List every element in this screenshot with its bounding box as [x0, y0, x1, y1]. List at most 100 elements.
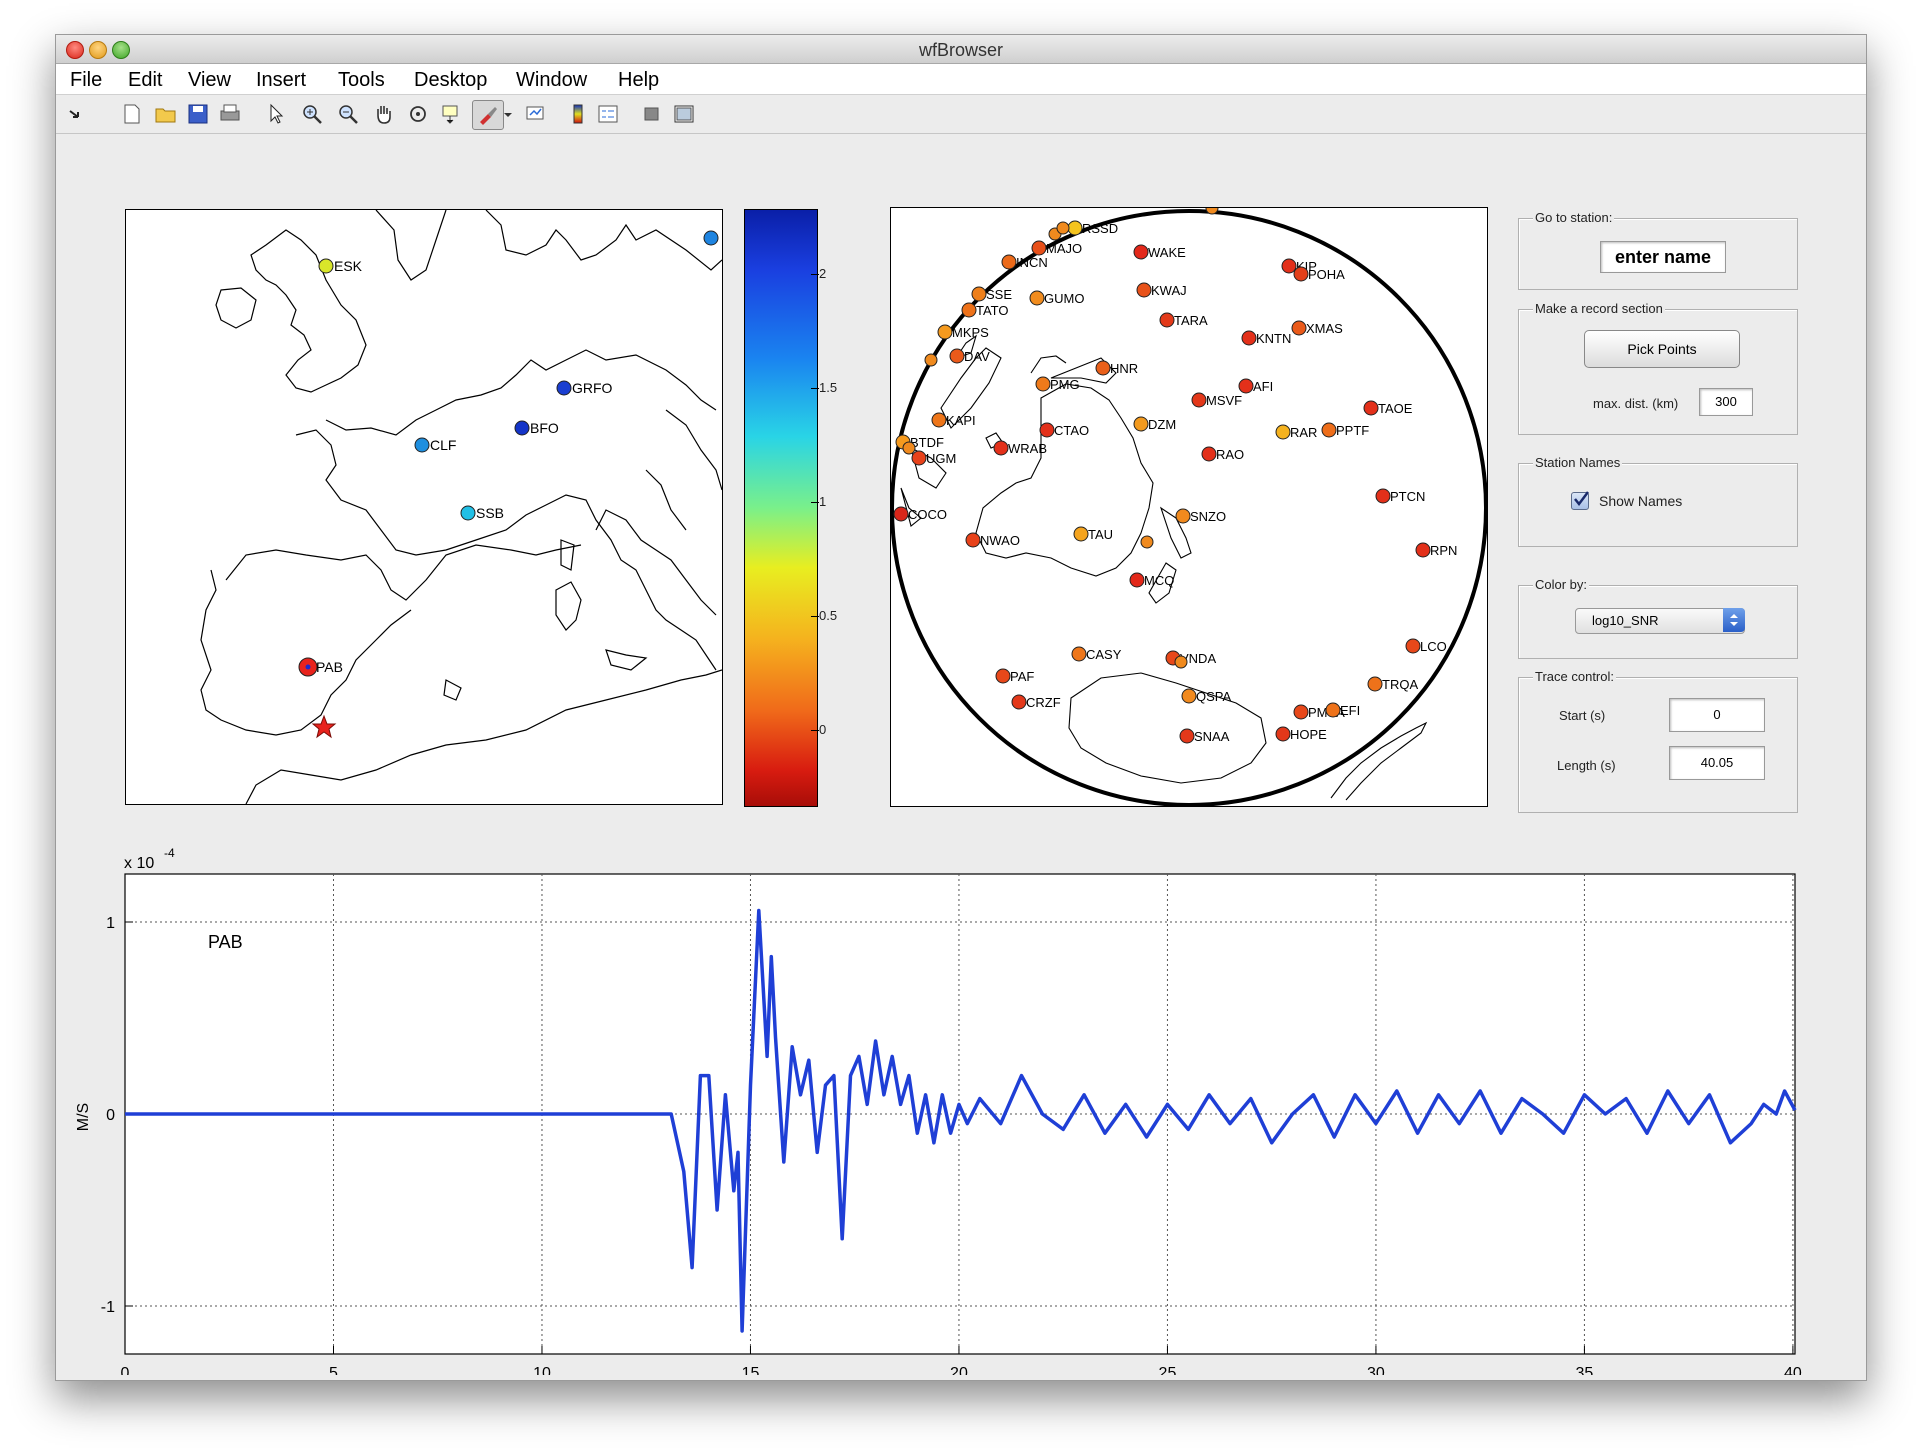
station-marker[interactable]	[931, 412, 947, 428]
station-marker[interactable]	[1056, 221, 1070, 235]
station-marker[interactable]	[1140, 535, 1154, 549]
station-label: KWAJ	[1151, 283, 1187, 298]
station-marker[interactable]	[1174, 655, 1188, 669]
station-marker[interactable]	[318, 258, 334, 274]
station-marker[interactable]	[1071, 646, 1087, 662]
station-marker[interactable]	[924, 353, 938, 367]
station-marker[interactable]	[1321, 422, 1337, 438]
station-marker[interactable]	[1191, 392, 1207, 408]
link-plot-icon[interactable]	[524, 103, 548, 125]
station-marker[interactable]	[1129, 572, 1145, 588]
colorbar-icon[interactable]	[566, 103, 590, 125]
station-marker[interactable]	[414, 437, 430, 453]
station-marker[interactable]	[971, 286, 987, 302]
station-marker[interactable]	[1293, 704, 1309, 720]
station-marker[interactable]	[1095, 360, 1111, 376]
close-window-button[interactable]	[66, 41, 84, 59]
station-marker[interactable]	[1367, 676, 1383, 692]
station-marker[interactable]	[1291, 320, 1307, 336]
menu-view[interactable]: View	[188, 69, 231, 91]
station-marker[interactable]	[1415, 542, 1431, 558]
station-marker[interactable]	[902, 441, 916, 455]
print-icon[interactable]	[218, 103, 242, 125]
station-marker[interactable]	[995, 668, 1011, 684]
station-marker[interactable]	[1133, 416, 1149, 432]
station-marker[interactable]	[1073, 526, 1089, 542]
brush-toggle[interactable]	[472, 100, 504, 130]
station-marker[interactable]	[1275, 726, 1291, 742]
station-name-input[interactable]: enter name	[1600, 241, 1726, 273]
station-marker[interactable]	[937, 324, 953, 340]
station-marker[interactable]	[460, 505, 476, 521]
colorbar-axes[interactable]: 2 1.5 1 0.5 0	[744, 209, 837, 807]
station-marker[interactable]	[911, 450, 927, 466]
menu-file[interactable]: File	[70, 69, 103, 91]
hide-plot-tools-icon[interactable]	[640, 103, 664, 125]
zoom-out-icon[interactable]	[336, 103, 360, 125]
station-marker[interactable]	[514, 420, 530, 436]
legend-icon[interactable]	[596, 103, 620, 125]
station-marker[interactable]	[1325, 702, 1341, 718]
rotate-icon[interactable]	[406, 103, 430, 125]
pointer-icon[interactable]	[264, 103, 288, 125]
globe-map-axes[interactable]: WAKE MAJO INCN SSE TATO GUMO KWAJ TARA KIP POHA KN…	[890, 201, 1488, 807]
show-plot-tools-icon[interactable]	[672, 103, 696, 125]
zoom-window-button[interactable]	[112, 41, 130, 59]
minimize-window-button[interactable]	[89, 41, 107, 59]
start-input[interactable]: 0	[1669, 698, 1765, 732]
station-marker[interactable]	[1375, 488, 1391, 504]
station-marker[interactable]	[1275, 424, 1291, 440]
data-cursor-icon[interactable]	[440, 103, 464, 125]
arrow-icon[interactable]	[64, 103, 88, 125]
length-input[interactable]: 40.05	[1669, 746, 1765, 780]
menu-help[interactable]: Help	[618, 69, 660, 91]
station-marker[interactable]	[1179, 728, 1195, 744]
station-marker[interactable]	[961, 302, 977, 318]
save-icon[interactable]	[186, 103, 210, 125]
station-marker[interactable]	[993, 440, 1009, 456]
station-marker[interactable]	[1238, 378, 1254, 394]
station-label: KAPI	[946, 413, 976, 428]
station-marker[interactable]	[1035, 376, 1051, 392]
station-marker[interactable]	[1281, 258, 1297, 274]
station-marker[interactable]	[1201, 446, 1217, 462]
zoom-in-icon[interactable]	[300, 103, 324, 125]
station-marker[interactable]	[1011, 694, 1027, 710]
show-names-label[interactable]: Show Names	[1599, 493, 1683, 509]
menu-desktop[interactable]: Desktop	[414, 69, 488, 91]
station-marker[interactable]	[1175, 508, 1191, 524]
station-marker[interactable]	[1031, 240, 1047, 256]
station-marker[interactable]	[1133, 244, 1149, 260]
show-names-checkbox[interactable]	[1571, 491, 1589, 510]
europe-coastlines	[200, 209, 723, 805]
open-folder-icon[interactable]	[154, 103, 178, 125]
pan-hand-icon[interactable]	[372, 103, 396, 125]
station-marker[interactable]	[893, 506, 909, 522]
chevron-down-icon[interactable]	[502, 103, 514, 125]
station-marker[interactable]	[1039, 422, 1055, 438]
station-marker[interactable]	[1363, 400, 1379, 416]
station-marker[interactable]	[1159, 312, 1175, 328]
menu-tools[interactable]: Tools	[338, 69, 385, 91]
color-by-dropdown[interactable]: log10_SNR	[1575, 608, 1745, 634]
station-marker[interactable]	[1405, 638, 1421, 654]
station-marker[interactable]	[1241, 330, 1257, 346]
station-marker[interactable]	[1029, 290, 1045, 306]
station-marker[interactable]	[1067, 220, 1083, 236]
pick-points-button[interactable]: Pick Points	[1584, 330, 1740, 368]
new-file-icon[interactable]	[120, 103, 144, 125]
europe-map-axes[interactable]: ESK GRFO BFO CLF SSB PAB	[125, 209, 723, 805]
max-distance-input[interactable]: 300	[1699, 388, 1753, 416]
menu-window[interactable]: Window	[516, 69, 588, 91]
station-marker[interactable]	[1136, 282, 1152, 298]
menu-insert[interactable]: Insert	[256, 69, 307, 91]
station-marker[interactable]	[1293, 266, 1309, 282]
station-marker[interactable]	[965, 532, 981, 548]
station-marker[interactable]	[949, 348, 965, 364]
menu-edit[interactable]: Edit	[128, 69, 163, 91]
station-marker[interactable]	[1181, 688, 1197, 704]
station-marker[interactable]	[1001, 254, 1017, 270]
station-marker[interactable]	[703, 230, 719, 246]
station-marker[interactable]	[556, 380, 572, 396]
